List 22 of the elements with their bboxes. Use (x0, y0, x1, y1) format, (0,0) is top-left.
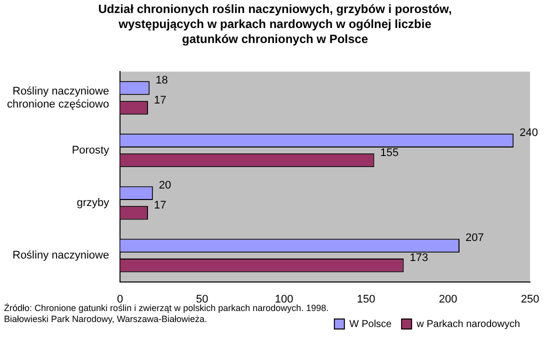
x-tick-label: 50 (196, 293, 208, 306)
data-label: 155 (380, 146, 399, 159)
x-tick-label: 200 (438, 293, 458, 306)
x-tick-label: 100 (274, 293, 294, 306)
chart-title: Udział chronionych roślin naczyniowych, grzybów i porostów, występujących w parkach nardowych w ogólnej liczbie gatunków chronionych w Polsce (97, 2, 453, 47)
x-tick-label: 0 (117, 293, 124, 306)
data-label: 20 (158, 180, 172, 192)
y-tick-label: Rośliny naczyniowe (12, 250, 110, 262)
y-tick-label: Rośliny naczyniowe chronione częściowo (6, 85, 110, 111)
text: Źródło: Chronione gatunki roślin i zwierząt w polskich parkach narodowych. 1998. Białowieski Park Narodowy, Warszawa-Białowieża. (4, 303, 330, 325)
data-label: 240 (520, 127, 538, 140)
data-label: 17 (154, 94, 166, 106)
x-tick-label: 150 (356, 293, 376, 306)
x-tick-label: 250 (520, 293, 540, 306)
data-label: 207 (466, 232, 484, 244)
legend-label: W Polsce (349, 318, 392, 330)
data-label: 17 (154, 199, 166, 212)
data-label: 18 (156, 74, 168, 87)
data-label: 173 (410, 252, 428, 264)
y-tick-label: Porosty (72, 144, 110, 156)
y-tick-label: grzyby (76, 197, 110, 210)
legend-label: w Parkach narodowych (416, 318, 520, 330)
